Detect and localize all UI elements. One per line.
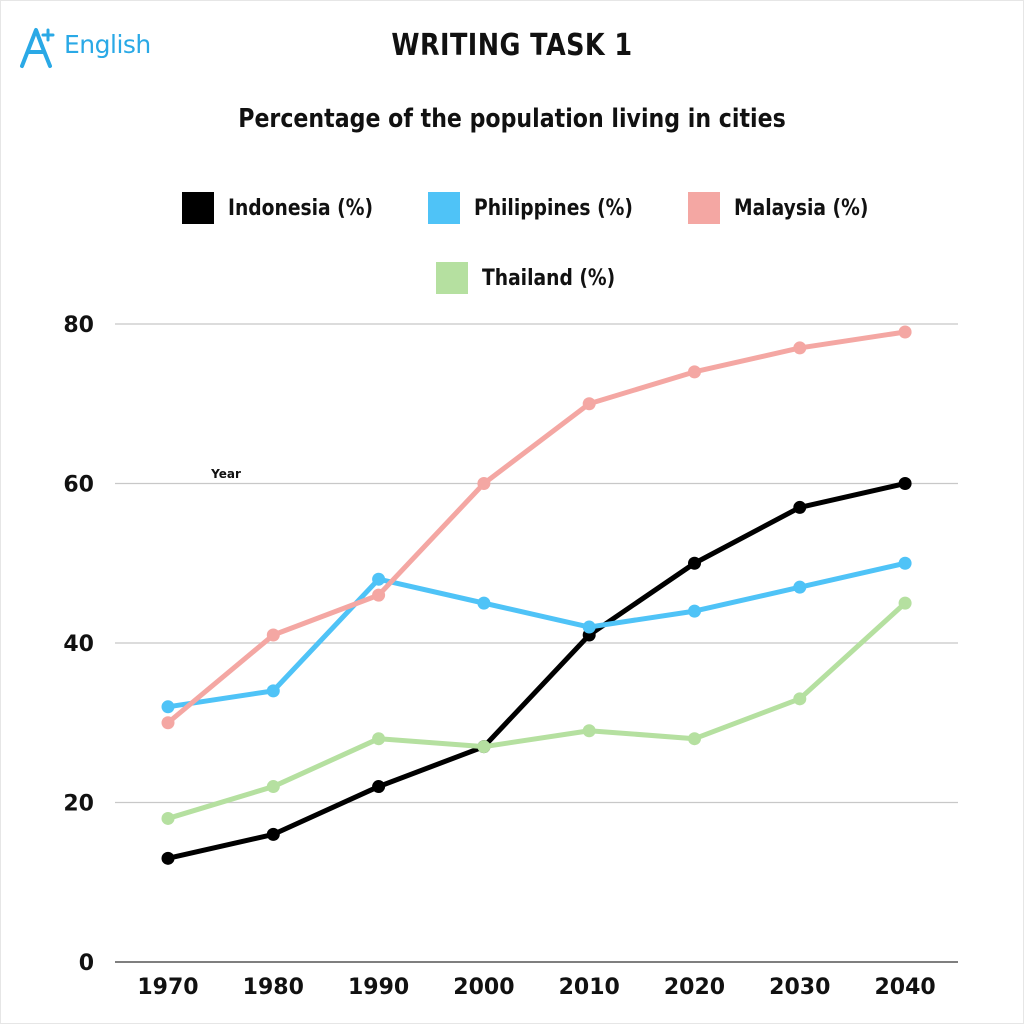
data-point-malaysia [793, 341, 807, 355]
data-point-philippines [372, 572, 386, 586]
data-point-indonesia [266, 827, 280, 841]
series-line-philippines [165, 560, 908, 710]
legend-label-philippines: Philippines (%) [474, 195, 633, 221]
data-point-philippines [688, 604, 701, 618]
data-point-indonesia [372, 780, 386, 794]
legend-label-thailand: Thailand (%) [482, 265, 616, 291]
data-point-philippines [898, 556, 912, 570]
y-tick-label: 20 [63, 792, 94, 817]
data-point-thailand [688, 732, 701, 746]
logo: English [18, 24, 151, 70]
x-tick-label: 1980 [243, 975, 304, 1000]
series-indonesia [161, 477, 912, 865]
data-point-philippines [266, 684, 280, 698]
y-tick-label: 40 [63, 632, 94, 657]
data-point-thailand [477, 740, 491, 754]
x-tick-label: 2040 [874, 975, 935, 1000]
data-point-indonesia [793, 500, 807, 514]
legend-item-thailand: Thailand (%) [436, 262, 639, 294]
series-malaysia [161, 325, 912, 730]
legend-swatch-indonesia [182, 192, 214, 224]
y-tick-label: 80 [63, 313, 94, 338]
series-line-malaysia [165, 329, 908, 726]
data-point-malaysia [372, 588, 386, 602]
data-point-thailand [161, 811, 175, 825]
x-tick-label: 2010 [559, 975, 620, 1000]
legend-swatch-philippines [428, 192, 460, 224]
legend-item-philippines: Philippines (%) [428, 192, 661, 224]
data-point-thailand [793, 692, 807, 706]
data-point-indonesia [898, 477, 912, 490]
year-annotation: Year [210, 467, 241, 481]
x-tick-label: 2030 [769, 975, 830, 1000]
y-tick-label: 0 [79, 951, 94, 976]
x-tick-label: 1990 [348, 975, 409, 1000]
data-point-malaysia [898, 325, 912, 339]
series-line-indonesia [165, 481, 908, 861]
legend-item-indonesia: Indonesia (%) [182, 192, 399, 224]
a-plus-logo-icon [20, 28, 55, 68]
legend-label-malaysia: Malaysia (%) [734, 195, 869, 221]
data-point-malaysia [266, 628, 280, 642]
x-tick-label: 2020 [664, 975, 725, 1000]
data-point-thailand [898, 596, 912, 610]
data-point-thailand [582, 724, 596, 738]
data-point-malaysia [161, 716, 175, 730]
series-lines [161, 325, 912, 865]
data-point-malaysia [688, 365, 701, 379]
legend-swatch-thailand [436, 262, 468, 294]
chart-title: WRITING TASK 1 [391, 28, 633, 63]
series-line-thailand [165, 600, 908, 821]
gridlines [115, 323, 958, 963]
data-point-malaysia [582, 397, 596, 411]
series-thailand [161, 596, 912, 825]
data-point-indonesia [161, 851, 175, 865]
y-tick-label: 60 [63, 473, 94, 498]
data-point-thailand [266, 780, 280, 794]
legend-label-indonesia: Indonesia (%) [228, 195, 374, 221]
data-point-philippines [582, 620, 596, 634]
x-tick-label: 1970 [137, 975, 198, 1000]
logo-text: English [64, 30, 151, 59]
data-point-indonesia [688, 556, 701, 570]
series-philippines [161, 556, 912, 714]
data-point-philippines [477, 596, 491, 610]
legend-item-malaysia: Malaysia (%) [688, 192, 892, 224]
legend-swatch-malaysia [688, 192, 720, 224]
data-point-philippines [161, 700, 175, 714]
data-point-thailand [372, 732, 386, 746]
x-tick-label: 2000 [453, 975, 514, 1000]
data-point-malaysia [477, 477, 491, 490]
data-point-philippines [793, 580, 807, 594]
chart-subtitle: Percentage of the population living in c… [238, 104, 786, 134]
